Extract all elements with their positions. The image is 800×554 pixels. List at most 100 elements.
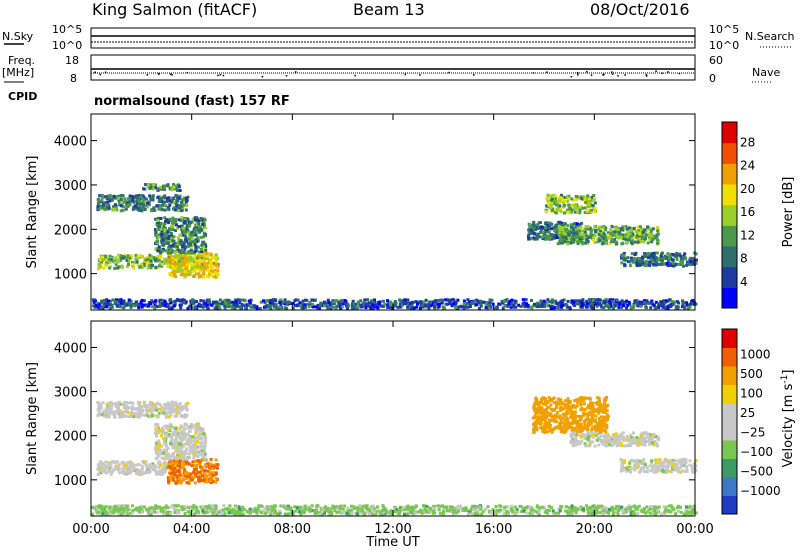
data-cell-power	[588, 205, 592, 209]
data-cell-power	[178, 262, 182, 266]
data-cell-power	[611, 234, 615, 237]
data-cell-velocity	[163, 437, 167, 441]
data-cell-velocity	[122, 509, 126, 513]
data-cell-power	[319, 301, 323, 305]
data-cell-power	[601, 241, 605, 245]
data-cell-power	[412, 306, 416, 310]
data-cell-power	[656, 229, 660, 233]
data-cell-power	[591, 236, 595, 240]
data-cell-power	[180, 299, 184, 303]
data-cell-power	[406, 305, 410, 309]
data-cell-velocity	[171, 454, 175, 458]
data-cell-power	[666, 259, 670, 263]
data-cell-power	[558, 223, 562, 227]
data-cell-power	[211, 274, 215, 278]
data-cell-velocity	[187, 441, 191, 445]
data-cell-power	[544, 228, 548, 232]
data-cell-power	[189, 240, 193, 244]
data-cell-power	[151, 187, 155, 191]
data-cell-power	[117, 201, 121, 205]
data-cell-power	[485, 301, 489, 304]
data-cell-power	[146, 256, 150, 260]
data-cell-power	[168, 272, 172, 276]
data-cell-power	[198, 230, 202, 234]
data-cell-velocity	[164, 468, 168, 472]
data-cell-velocity	[123, 462, 127, 466]
data-cell-power	[655, 227, 659, 231]
data-cell-power	[607, 236, 610, 240]
data-cell-power	[271, 303, 275, 307]
data-cell-velocity	[137, 411, 141, 415]
data-cell-velocity	[121, 511, 125, 515]
data-cell-power	[132, 266, 135, 270]
data-cell-velocity	[156, 423, 160, 427]
data-cell-power	[686, 260, 690, 264]
noise-tick-left-bottom: 10^0	[52, 39, 83, 52]
data-cell-power	[331, 305, 335, 309]
data-cell-power	[231, 300, 235, 304]
data-cell-power	[660, 251, 664, 255]
data-cell-power	[197, 225, 201, 229]
nsky-label: N.Sky	[2, 30, 34, 43]
data-cell-power	[572, 240, 575, 244]
data-cell-power	[638, 232, 642, 236]
data-cell-velocity	[677, 509, 680, 513]
data-cell-power	[216, 256, 219, 260]
data-cell-velocity	[186, 402, 190, 405]
data-cell-power	[179, 306, 183, 310]
data-cell-power	[542, 233, 546, 237]
data-cell-velocity	[163, 406, 167, 410]
data-cell-velocity	[684, 508, 688, 512]
data-cell-velocity	[187, 475, 191, 479]
data-cell-velocity	[184, 406, 188, 410]
data-cell-power	[158, 304, 162, 308]
data-cell-power	[131, 195, 135, 199]
data-cell-power	[625, 306, 629, 310]
data-cell-power	[190, 251, 194, 255]
data-cell-power	[681, 299, 684, 303]
data-cell-velocity	[383, 506, 387, 510]
data-cell-velocity	[617, 504, 621, 508]
data-cell-velocity	[612, 510, 615, 514]
data-cell-velocity	[96, 467, 100, 471]
data-cell-velocity	[270, 509, 274, 513]
data-cell-power	[236, 298, 240, 302]
data-cell-velocity	[116, 403, 120, 407]
data-cell-power	[346, 303, 350, 307]
data-cell-velocity	[198, 433, 201, 437]
data-cell-velocity	[176, 403, 180, 407]
data-cell-power	[559, 241, 563, 245]
data-cell-power	[495, 306, 499, 310]
data-cell-power	[113, 203, 117, 207]
data-cell-velocity	[158, 443, 162, 447]
data-cell-velocity	[199, 478, 203, 482]
data-cell-velocity	[141, 408, 145, 412]
data-cell-power	[549, 304, 552, 308]
data-cell-power	[204, 232, 208, 236]
data-cell-power	[431, 301, 435, 305]
data-cell-power	[97, 262, 101, 266]
data-cell-velocity	[306, 505, 310, 509]
data-cell-power	[569, 238, 573, 242]
data-cell-power	[543, 304, 547, 308]
data-cell-velocity	[128, 470, 132, 474]
data-cell-power	[143, 183, 147, 186]
data-cell-velocity	[173, 428, 177, 432]
data-cell-power	[568, 236, 572, 240]
data-cell-power	[682, 254, 686, 258]
data-cell-velocity	[197, 445, 201, 449]
data-cell-power	[186, 229, 190, 233]
data-cell-power	[494, 306, 498, 310]
data-cell-power	[440, 301, 444, 305]
data-cell-power	[238, 301, 242, 304]
data-cell-power	[121, 194, 125, 198]
data-cell-power	[666, 252, 670, 256]
data-cell-power	[558, 220, 562, 224]
data-cell-power	[167, 241, 171, 245]
data-cell-power	[389, 303, 393, 307]
freq-marker	[186, 71, 189, 74]
data-cell-velocity	[152, 406, 156, 409]
data-cell-power	[600, 305, 604, 309]
data-cell-velocity	[99, 404, 103, 408]
data-cell-power	[176, 247, 180, 251]
